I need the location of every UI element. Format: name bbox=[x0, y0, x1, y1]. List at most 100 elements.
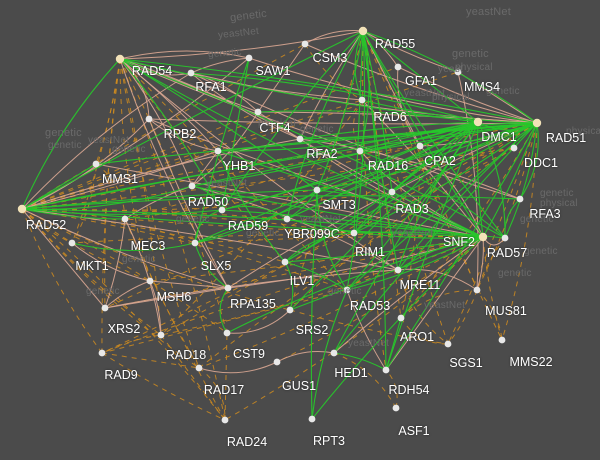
edge-physical bbox=[457, 71, 479, 291]
edge-coexpression bbox=[191, 121, 479, 187]
graph-node[interactable] bbox=[394, 63, 402, 71]
graph-node[interactable] bbox=[146, 277, 154, 285]
graph-node[interactable] bbox=[454, 68, 462, 76]
edge-coexpression bbox=[385, 121, 479, 371]
edge-genetic bbox=[397, 269, 449, 345]
graph-node[interactable] bbox=[157, 331, 165, 339]
edge-coexpression bbox=[217, 122, 538, 152]
edge-coexpression bbox=[21, 30, 364, 210]
graph-node[interactable] bbox=[478, 232, 488, 242]
graph-node[interactable] bbox=[281, 258, 289, 266]
edge-coexpression bbox=[504, 198, 521, 239]
edge-coexpression bbox=[299, 121, 479, 140]
edge-coexpression bbox=[284, 122, 538, 263]
graph-node[interactable] bbox=[121, 215, 129, 223]
graph-node[interactable] bbox=[358, 26, 368, 36]
graph-node[interactable] bbox=[313, 186, 321, 194]
graph-node[interactable] bbox=[350, 229, 358, 237]
graph-node[interactable] bbox=[92, 160, 100, 168]
edge-coexpression bbox=[385, 317, 402, 371]
graph-node[interactable] bbox=[444, 340, 452, 348]
graph-node[interactable] bbox=[510, 144, 518, 152]
graph-node[interactable] bbox=[397, 314, 405, 322]
edge-genetic bbox=[198, 147, 515, 369]
edge-physical bbox=[124, 218, 162, 336]
edge-physical bbox=[119, 58, 399, 271]
graph-node[interactable] bbox=[473, 286, 481, 294]
edge-coexpression bbox=[21, 163, 97, 210]
graph-node[interactable] bbox=[498, 336, 506, 344]
graph-node[interactable] bbox=[356, 147, 364, 155]
graph-node[interactable] bbox=[283, 215, 291, 223]
graph-node[interactable] bbox=[115, 54, 125, 64]
edge-genetic bbox=[124, 218, 484, 238]
graph-node[interactable] bbox=[416, 142, 424, 150]
graph-node[interactable] bbox=[17, 204, 27, 214]
graph-node[interactable] bbox=[214, 147, 222, 155]
edge-genetic bbox=[101, 352, 226, 421]
edge-physical bbox=[21, 208, 106, 309]
edge-coexpression bbox=[95, 122, 538, 165]
graph-node[interactable] bbox=[501, 234, 509, 242]
graph-node[interactable] bbox=[223, 329, 231, 337]
graph-node[interactable] bbox=[516, 195, 524, 203]
graph-node[interactable] bbox=[394, 266, 402, 274]
graph-node[interactable] bbox=[473, 117, 483, 127]
graph-node[interactable] bbox=[330, 349, 338, 357]
graph-node[interactable] bbox=[301, 40, 309, 48]
edge-coexpression bbox=[391, 122, 538, 193]
graph-node[interactable] bbox=[296, 135, 304, 143]
edge-physical bbox=[149, 280, 162, 336]
graph-node[interactable] bbox=[245, 54, 253, 62]
graph-node[interactable] bbox=[532, 118, 542, 128]
edge-genetic bbox=[276, 236, 484, 363]
graph-node[interactable] bbox=[98, 349, 106, 357]
edge-physical bbox=[104, 280, 151, 309]
edge-coexpression bbox=[353, 231, 484, 238]
edge-physical bbox=[104, 287, 229, 309]
graph-node[interactable] bbox=[224, 284, 232, 292]
graph-node[interactable] bbox=[343, 286, 351, 294]
edge-genetic bbox=[21, 208, 151, 282]
graph-node[interactable] bbox=[191, 239, 199, 247]
graph-node[interactable] bbox=[392, 404, 400, 412]
graph-node[interactable] bbox=[308, 415, 316, 423]
graph-node[interactable] bbox=[218, 206, 226, 214]
edge-coexpression bbox=[284, 121, 479, 263]
edge-genetic bbox=[21, 111, 259, 210]
edge-coexpression bbox=[119, 58, 538, 124]
graph-node[interactable] bbox=[254, 108, 262, 116]
graph-node[interactable] bbox=[382, 366, 390, 374]
edge-physical bbox=[119, 30, 364, 60]
graph-node[interactable] bbox=[101, 304, 109, 312]
edge-physical bbox=[148, 118, 538, 125]
graph-node[interactable] bbox=[187, 69, 195, 77]
edge-coexpression bbox=[476, 121, 484, 238]
edge-genetic bbox=[71, 163, 97, 244]
edge-physical bbox=[362, 30, 459, 73]
graph-node[interactable] bbox=[286, 306, 294, 314]
edge-physical bbox=[304, 43, 538, 124]
graph-node[interactable] bbox=[195, 364, 203, 372]
edge-coexpression bbox=[333, 122, 538, 354]
graph-node[interactable] bbox=[68, 239, 76, 247]
edge-physical bbox=[148, 118, 229, 289]
edge-coexpression bbox=[477, 121, 506, 239]
graph-node[interactable] bbox=[358, 96, 366, 104]
graph-node[interactable] bbox=[273, 358, 281, 366]
edge-genetic bbox=[224, 332, 228, 421]
edge-coexpression bbox=[257, 110, 479, 123]
graph-node[interactable] bbox=[221, 416, 229, 424]
edge-genetic bbox=[71, 58, 121, 244]
edge-genetic bbox=[476, 289, 503, 341]
graph-node[interactable] bbox=[188, 182, 196, 190]
edge-physical bbox=[21, 118, 150, 210]
graph-node[interactable] bbox=[388, 188, 396, 196]
graph-node[interactable] bbox=[145, 115, 153, 123]
edge-genetic bbox=[362, 30, 503, 341]
edge-physical bbox=[190, 57, 250, 74]
edge-coexpression bbox=[362, 30, 393, 193]
edge-coexpression bbox=[316, 189, 348, 291]
edge-genetic bbox=[21, 150, 361, 210]
